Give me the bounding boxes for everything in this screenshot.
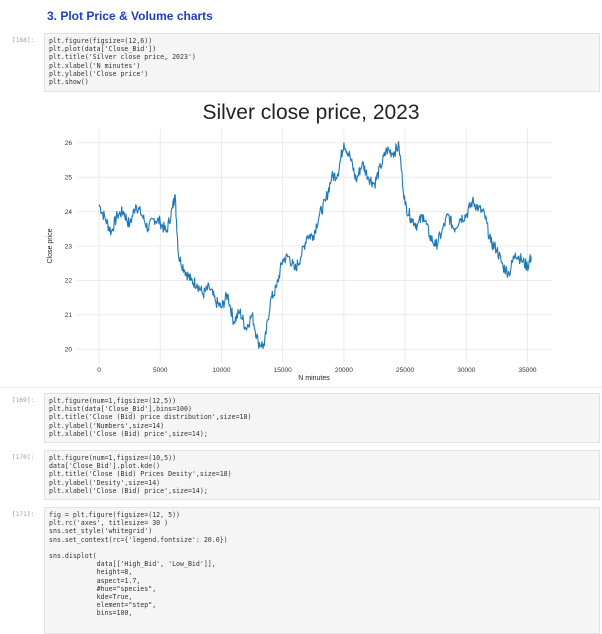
code-line: fig = plt.figure(figsize=(12, 5)) bbox=[49, 511, 181, 519]
x-tick-label: 15000 bbox=[274, 367, 292, 374]
x-axis-label: N minutes bbox=[298, 375, 330, 382]
y-tick-label: 26 bbox=[65, 140, 73, 147]
code-line: aspect=1.7, bbox=[49, 576, 141, 585]
x-tick-label: 5000 bbox=[153, 367, 168, 374]
code-line: sns.set_style('whitegrid') bbox=[49, 527, 153, 536]
code-line: plt.figure(num=1,figsize=(10,5)) bbox=[49, 454, 177, 462]
y-tick-label: 22 bbox=[65, 278, 73, 285]
code-line: plt.title('Close (Bid) Prices Desity',si… bbox=[49, 470, 232, 479]
code-line: data['Close_Bid'].plot.kde() bbox=[49, 462, 161, 471]
cell-prompt: [168]: bbox=[12, 37, 35, 44]
code-line: plt.xlabel('Close (Bid) price',size=14); bbox=[49, 429, 208, 438]
code-line: plt.hist(data['Close_Bid'],bins=100) bbox=[49, 405, 192, 414]
chart-title: Silver close price, 2023 bbox=[202, 101, 419, 124]
code-line: element="step", bbox=[49, 601, 157, 610]
code-line: height=8, bbox=[49, 568, 133, 577]
code-line: plt.xlabel('Close (Bid) price',size=14); bbox=[49, 486, 208, 495]
code-editor[interactable]: plt.figure(num=1,figsize=(12,5)) plt.his… bbox=[44, 393, 600, 443]
cell-prompt: [170]: bbox=[12, 454, 35, 461]
y-tick-label: 20 bbox=[65, 347, 73, 354]
code-line: plt.figure(figsize=(12,6)) bbox=[49, 37, 153, 45]
y-tick-label: 23 bbox=[65, 243, 73, 250]
x-tick-label: 30000 bbox=[457, 367, 475, 374]
x-tick-label: 0 bbox=[97, 367, 101, 374]
section-heading: 3. Plot Price & Volume charts bbox=[47, 9, 213, 23]
code-line: plt.xlabel('N minutes') bbox=[49, 61, 141, 70]
code-line: plt.title('Silver close price, 2023') bbox=[49, 53, 196, 62]
line-chart: Silver close price, 2023 0 5000 10000 15000… bbox=[47, 101, 552, 382]
series-line-close-bid bbox=[98, 140, 532, 349]
code-line: plt.figure(num=1,figsize=(12,5)) bbox=[49, 397, 177, 405]
x-tick-label: 25000 bbox=[396, 367, 414, 374]
cell-divider bbox=[0, 387, 602, 388]
code-line: plt.ylabel('Numbers',size=14) bbox=[49, 421, 165, 430]
code-editor[interactable]: plt.figure(num=1,figsize=(10,5)) data['C… bbox=[44, 450, 600, 500]
cell-prompt: [169]: bbox=[12, 397, 35, 404]
cell-prompt: [171]: bbox=[12, 511, 35, 518]
code-editor[interactable]: plt.figure(figsize=(12,6)) plt.plot(data… bbox=[44, 33, 600, 92]
code-line: plt.title('Close (Bid) price distributio… bbox=[49, 413, 252, 422]
code-line: plt.ylabel('Desity',size=14) bbox=[49, 478, 161, 487]
code-editor[interactable]: fig = plt.figure(figsize=(12, 5)) plt.rc… bbox=[44, 507, 600, 634]
grid bbox=[77, 129, 552, 363]
y-tick-label: 21 bbox=[65, 312, 73, 319]
y-axis-label: Close price bbox=[47, 228, 54, 263]
code-line: plt.ylabel('Close price') bbox=[49, 69, 149, 78]
ticks: 0 5000 10000 15000 20000 25000 30000 35000 20 21 2… bbox=[65, 140, 537, 374]
code-line: plt.show() bbox=[49, 78, 89, 87]
x-tick-label: 10000 bbox=[212, 367, 230, 374]
code-line: plt.rc('axes', titlesize= 30 ) bbox=[49, 519, 169, 528]
code-line: plt.plot(data['Close_Bid']) bbox=[49, 45, 157, 54]
x-tick-label: 35000 bbox=[518, 367, 536, 374]
code-line: data[['High_Bid', 'Low_Bid']], bbox=[49, 560, 216, 569]
code-line: kde=True, bbox=[49, 593, 133, 602]
code-line: sns.set_context(rc={'legend.fontsize': 2… bbox=[49, 535, 228, 544]
code-line: bins=100, bbox=[49, 609, 133, 618]
code-line: #hue="species", bbox=[49, 584, 157, 593]
y-tick-label: 25 bbox=[65, 174, 73, 181]
code-line: sns.displot( bbox=[49, 552, 97, 561]
y-tick-label: 24 bbox=[65, 209, 73, 216]
x-tick-label: 20000 bbox=[335, 367, 353, 374]
